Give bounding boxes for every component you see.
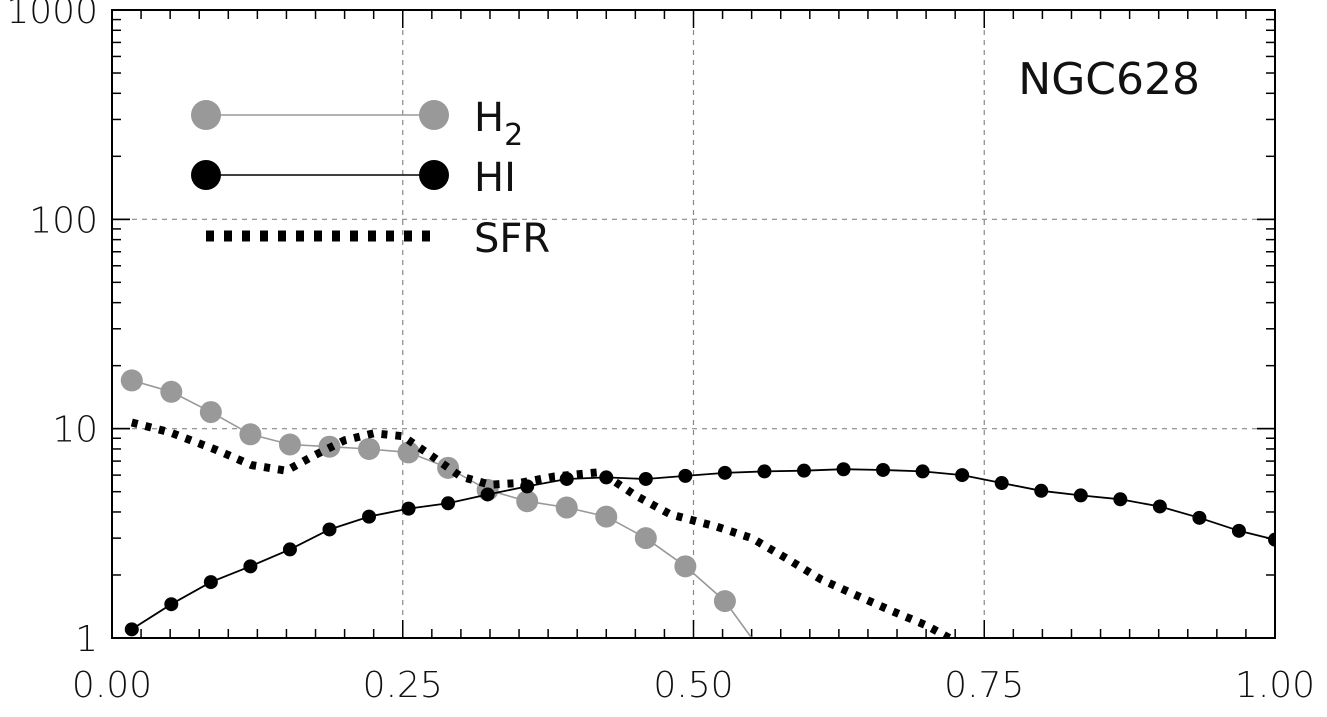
data-point-hi <box>124 622 139 637</box>
data-point-hi <box>1113 492 1128 507</box>
legend-subscript: 2 <box>504 118 523 153</box>
legend-label-sfr: SFR <box>474 216 550 262</box>
data-point-hi <box>836 462 851 477</box>
data-point-h2 <box>516 490 539 513</box>
legend-marker-hi <box>419 160 449 190</box>
grid-lines <box>112 10 1275 638</box>
y-tick-label: 10 <box>52 410 98 451</box>
x-tick-label: 1.00 <box>1235 665 1315 706</box>
x-tick-label: 0.75 <box>944 665 1024 706</box>
y-tick-label: 100 <box>29 200 98 241</box>
data-point-h2 <box>595 505 618 528</box>
data-point-hi <box>876 462 891 477</box>
data-point-hi <box>717 465 732 480</box>
data-point-h2 <box>713 590 736 613</box>
data-point-h2 <box>199 401 222 424</box>
legend-marker-h2 <box>191 100 221 130</box>
y-tick-labels: 1 10 100 1000 <box>6 0 98 660</box>
legend-marker-h2 <box>419 100 449 130</box>
data-point-hi <box>1034 483 1049 498</box>
x-tick-label: 0.00 <box>72 665 152 706</box>
data-point-hi <box>441 496 456 511</box>
series-line-h2 <box>131 379 753 638</box>
legend-marker-hi <box>191 160 221 190</box>
data-point-hi <box>955 468 970 483</box>
series-layer <box>120 369 1275 638</box>
data-point-hi <box>243 559 258 574</box>
series-sfr <box>130 418 952 638</box>
data-point-hi <box>282 542 297 557</box>
y-tick-label: 1 <box>75 619 98 660</box>
x-tick-label: 0.50 <box>653 665 733 706</box>
legend-label-hi: HI <box>474 155 516 201</box>
data-point-hi <box>322 522 337 537</box>
series-line-hi <box>131 468 1275 631</box>
data-point-h2 <box>278 433 301 456</box>
galaxy-label: NGC628 <box>1018 54 1200 105</box>
data-point-h2 <box>674 555 697 578</box>
data-point-h2 <box>555 496 578 519</box>
y-tick-label: 1000 <box>6 0 98 32</box>
x-tick-label: 0.25 <box>363 665 443 706</box>
data-point-hi <box>638 471 653 486</box>
x-tick-labels: 0.00 0.25 0.50 0.75 1.00 <box>72 665 1315 706</box>
series-line-sfr <box>130 418 952 638</box>
data-point-hi <box>1268 532 1275 547</box>
legend-label-h2: H2 <box>474 95 523 153</box>
data-point-h2 <box>160 380 183 403</box>
data-point-hi <box>164 597 179 612</box>
data-point-h2 <box>239 423 262 446</box>
data-point-hi <box>796 463 811 478</box>
plot-frame <box>111 9 1276 639</box>
data-point-h2 <box>397 441 420 464</box>
data-point-hi <box>1152 499 1167 514</box>
data-point-hi <box>480 487 495 502</box>
data-point-hi <box>678 468 693 483</box>
series-h2 <box>120 369 753 638</box>
series-hi <box>124 462 1275 637</box>
data-point-hi <box>401 501 416 516</box>
data-point-hi <box>915 464 930 479</box>
data-point-hi <box>1192 510 1207 525</box>
data-point-hi <box>1073 488 1088 503</box>
data-point-hi <box>203 575 218 590</box>
data-point-h2 <box>358 437 381 460</box>
data-point-h2 <box>120 369 143 392</box>
data-point-hi <box>362 509 377 524</box>
data-point-hi <box>757 464 772 479</box>
data-point-hi <box>994 476 1009 491</box>
data-point-h2 <box>634 527 657 550</box>
data-point-hi <box>1231 523 1246 538</box>
